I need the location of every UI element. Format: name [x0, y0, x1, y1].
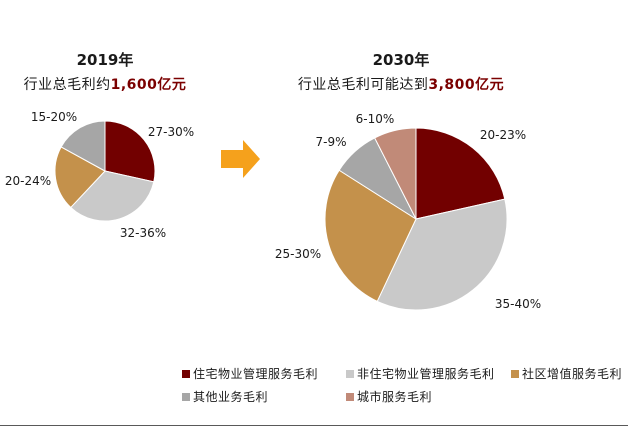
legend-label-non-residential-pm: 非住宅物业管理服务毛利 — [357, 366, 495, 381]
right-pie-slice-non-residential-pm — [376, 198, 508, 311]
right-pie-title: 2030年 — [373, 51, 430, 69]
right-pie-slice-city-services — [374, 127, 417, 220]
transition-arrow — [221, 140, 260, 178]
right-pie-total: 3,800亿元 — [428, 76, 504, 93]
right-pie-labels: 20-23% 35-40% 25-30% 7-9% 6-10% — [275, 112, 541, 311]
legend-item-other-business: 其他业务毛利 — [182, 389, 268, 404]
left-pie-label-community-value-added: 20-24% — [5, 174, 51, 188]
right-pie-subtitle: 行业总毛利可能达到3,800亿元 — [298, 76, 504, 93]
left-pie-slice-other-business — [60, 120, 106, 172]
right-pie-label-non-residential-pm: 35-40% — [495, 297, 541, 311]
arrow-right-icon — [221, 140, 260, 178]
legend-swatch-city-services — [346, 393, 354, 401]
legend-item-city-services: 城市服务毛利 — [346, 389, 432, 404]
right-pie-label-other-business: 7-9% — [315, 135, 346, 149]
right-pie-label-city-services: 6-10% — [356, 112, 395, 126]
legend-label-city-services: 城市服务毛利 — [357, 389, 432, 404]
left-pie-label-residential-pm: 27-30% — [148, 125, 194, 139]
left-pie-subtitle-text: 行业总毛利约 — [24, 77, 111, 93]
legend-item-non-residential-pm: 非住宅物业管理服务毛利 — [346, 366, 495, 381]
left-pie-labels: 27-30% 32-36% 20-24% 15-20% — [5, 110, 194, 240]
legend-swatch-residential-pm — [182, 370, 190, 378]
legend-item-residential-pm: 住宅物业管理服务毛利 — [182, 366, 318, 381]
right-pie: 2030年 行业总毛利可能达到3,800亿元 20-23% 35-40% 25-30… — [275, 51, 541, 311]
left-pie-slice-residential-pm — [104, 120, 156, 183]
legend-label-other-business: 其他业务毛利 — [193, 389, 268, 404]
left-pie-label-non-residential-pm: 32-36% — [120, 226, 166, 240]
right-pie-label-residential-pm: 20-23% — [480, 128, 526, 142]
right-pie-slice-residential-pm — [415, 127, 506, 220]
left-pie-slices — [54, 120, 156, 222]
left-pie-label-other-business: 15-20% — [31, 110, 77, 124]
legend-swatch-non-residential-pm — [346, 370, 354, 378]
left-pie-slice-non-residential-pm — [70, 170, 155, 222]
right-pie-slices — [324, 127, 508, 311]
left-pie: 2019年 行业总毛利约1,600亿元 27-30% 32-36% 20-24% 15… — [5, 51, 194, 240]
legend-swatch-community-value-added — [511, 370, 519, 378]
right-pie-slice-community-value-added — [324, 169, 417, 302]
right-pie-label-community-value-added: 25-30% — [275, 247, 321, 261]
right-pie-subtitle-text: 行业总毛利可能达到 — [298, 77, 429, 93]
left-pie-slice-community-value-added — [54, 146, 106, 208]
legend-label-community-value-added: 社区增值服务毛利 — [522, 366, 622, 381]
legend-swatch-other-business — [182, 393, 190, 401]
left-pie-title: 2019年 — [77, 51, 134, 69]
legend-item-community-value-added: 社区增值服务毛利 — [511, 366, 622, 381]
left-pie-subtitle: 行业总毛利约1,600亿元 — [24, 76, 187, 93]
left-pie-total: 1,600亿元 — [111, 76, 187, 93]
legend-label-residential-pm: 住宅物业管理服务毛利 — [193, 366, 318, 381]
